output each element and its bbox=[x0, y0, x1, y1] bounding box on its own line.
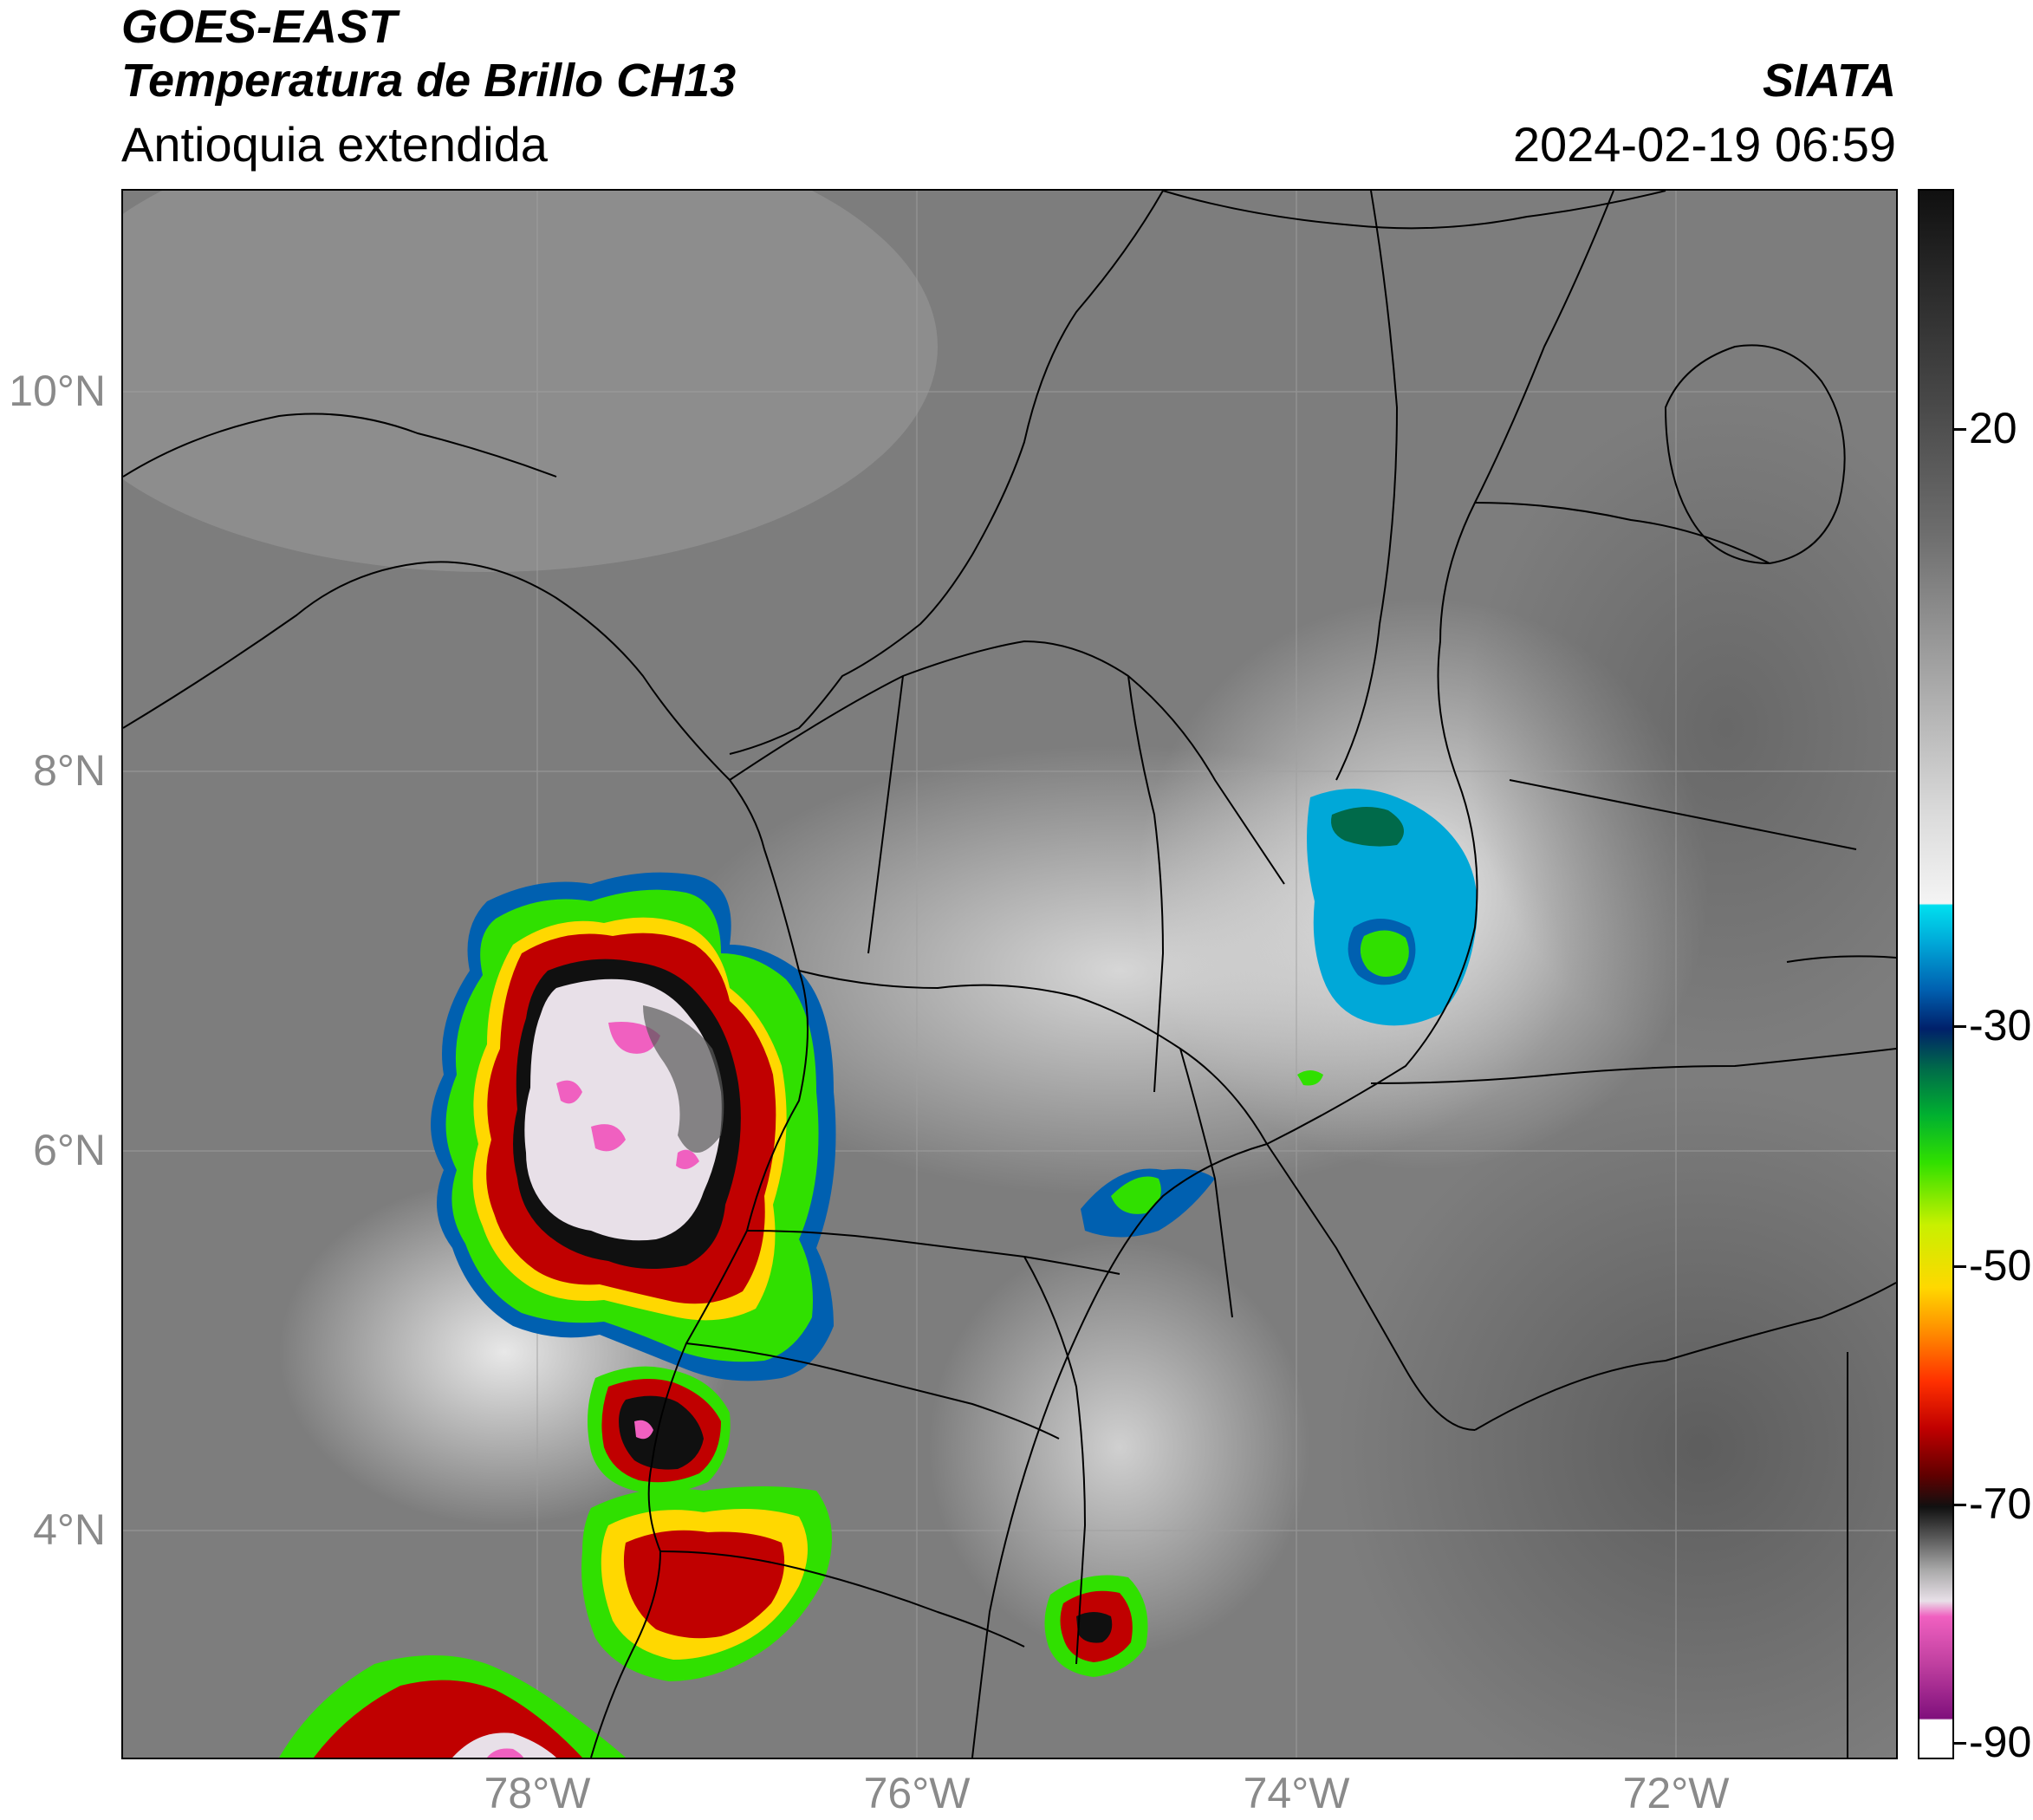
colorbar-tick bbox=[1954, 1265, 1966, 1268]
title-satellite: GOES-EAST bbox=[121, 1, 398, 53]
storm-cell-tolima bbox=[1044, 1575, 1148, 1677]
dark-area bbox=[1466, 399, 1896, 1057]
lat-tick-label: 10°N bbox=[9, 367, 106, 415]
colorbar-tick bbox=[1954, 428, 1966, 431]
organization-label: SIATA bbox=[1763, 55, 1896, 107]
storm-cell-southwest bbox=[279, 1655, 626, 1758]
lat-tick-label: 6°N bbox=[33, 1126, 106, 1174]
satellite-map[interactable] bbox=[121, 189, 1898, 1759]
bright-cloud-area bbox=[929, 1239, 1310, 1655]
region-subtitle: Antioquia extendida bbox=[121, 117, 548, 172]
colorbar-label: -50 bbox=[1969, 1241, 2032, 1290]
cloud-area bbox=[123, 191, 938, 572]
colorbar-label: -30 bbox=[1969, 1001, 2032, 1050]
colorbar-label: -70 bbox=[1969, 1479, 2032, 1528]
lon-tick-label: 74°W bbox=[1243, 1769, 1350, 1817]
colorbar-tick bbox=[1954, 1025, 1966, 1028]
colorbar-tick bbox=[1954, 1742, 1966, 1745]
storm-cell-santander bbox=[1297, 789, 1478, 1086]
colorbar-label: 20 bbox=[1969, 404, 2017, 452]
temperature-colorbar bbox=[1918, 189, 1954, 1759]
title-product: Temperatura de Brillo CH13 bbox=[121, 55, 737, 107]
timestamp-label: 2024-02-19 06:59 bbox=[1512, 117, 1896, 172]
political-boundaries bbox=[123, 191, 1896, 1758]
colorbar-label: -90 bbox=[1969, 1718, 2032, 1766]
storm-cell-magdalena bbox=[1081, 1168, 1215, 1238]
lat-tick-label: 8°N bbox=[33, 746, 106, 795]
colorbar-tick bbox=[1954, 1504, 1966, 1506]
storm-cell-coast bbox=[581, 1486, 832, 1681]
dark-area bbox=[1336, 1083, 1896, 1758]
lon-tick-label: 76°W bbox=[863, 1769, 971, 1817]
lat-tick-label: 4°N bbox=[33, 1505, 106, 1554]
map-canvas bbox=[123, 191, 1896, 1758]
graticule bbox=[123, 191, 1896, 1758]
lon-tick-label: 72°W bbox=[1622, 1769, 1730, 1817]
lon-tick-label: 78°W bbox=[484, 1769, 591, 1817]
